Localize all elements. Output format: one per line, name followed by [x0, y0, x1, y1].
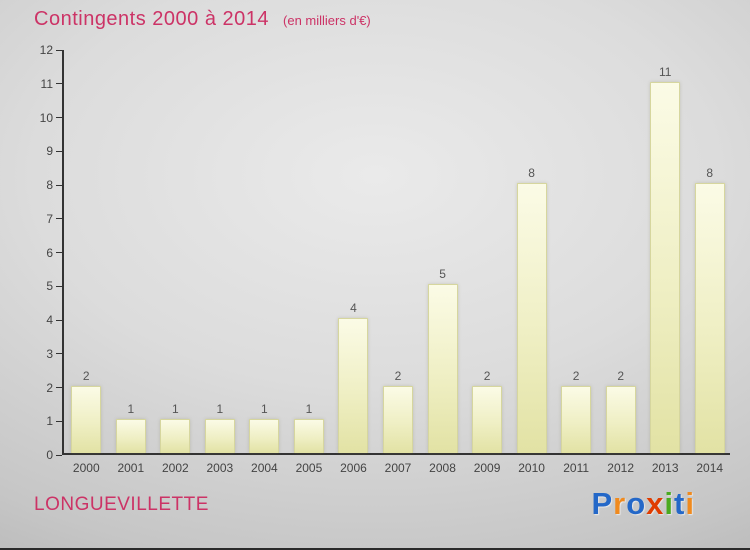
chart-title: Contingents 2000 à 2014 — [34, 8, 270, 30]
bar-value-label: 4 — [350, 301, 357, 315]
y-axis-label: 2 — [46, 380, 53, 395]
bar-2009 — [472, 385, 503, 453]
bar-2007 — [383, 385, 413, 453]
y-axis-tick — [56, 387, 62, 388]
y-axis-label: 8 — [46, 178, 53, 192]
bar-value-label: 1 — [261, 402, 268, 417]
y-axis-label: 12 — [39, 43, 53, 57]
logo-letter: t — [674, 486, 686, 521]
location-label: LONGUEVILLETTE — [34, 494, 209, 515]
x-axis-label: 2011 — [563, 461, 590, 475]
bar-2014 — [694, 183, 725, 453]
y-axis-label: 4 — [46, 313, 53, 327]
chart-subtitle: (en milliers d'€) — [283, 13, 371, 28]
x-axis-label: 2007 — [384, 461, 412, 475]
x-axis-label: 2001 — [117, 461, 145, 475]
x-axis-label: 2002 — [161, 461, 189, 475]
bar-value-label: 2 — [483, 368, 491, 383]
x-axis-label: 2012 — [607, 461, 634, 475]
y-axis-tick — [56, 285, 62, 287]
y-axis-tick — [56, 353, 62, 355]
x-axis-label: 2014 — [696, 461, 724, 475]
bar-value-label: 2 — [572, 368, 580, 383]
x-axis-label: 2004 — [251, 461, 278, 475]
bar-value-label: 1 — [127, 402, 135, 417]
logo-letter: P — [591, 486, 614, 521]
bar-value-label: 2 — [82, 368, 90, 383]
bar-2001 — [115, 419, 146, 453]
chart-header: Contingents 2000 à 2014 (en milliers d'€… — [34, 8, 371, 31]
y-axis-label: 0 — [46, 448, 53, 462]
y-axis-label: 11 — [40, 76, 53, 91]
bar-value-label: 2 — [394, 368, 402, 383]
bar-2010 — [516, 183, 547, 453]
y-axis-tick — [56, 252, 62, 253]
y-axis-label: 7 — [46, 211, 53, 226]
logo-letter: x — [646, 486, 665, 521]
bar-2012 — [605, 385, 636, 453]
x-axis-label: 2000 — [72, 461, 100, 475]
y-axis-label: 9 — [46, 144, 53, 159]
bar-value-label: 1 — [305, 402, 313, 417]
y-axis-label: 1 — [46, 414, 53, 429]
y-axis-label: 5 — [46, 279, 53, 294]
x-axis-label: 2013 — [651, 461, 679, 475]
bar-2003 — [204, 419, 235, 453]
y-axis-tick — [56, 218, 62, 220]
bar-2011 — [561, 385, 592, 453]
bar-value-label: 8 — [528, 166, 535, 180]
bar-value-label: 2 — [617, 368, 624, 383]
logo-letter: o — [626, 486, 647, 521]
bar-value-label: 1 — [216, 402, 224, 417]
y-axis-tick — [56, 184, 62, 186]
proxiti-logo[interactable]: Proxiti — [591, 486, 695, 522]
y-axis-tick — [56, 150, 62, 152]
y-axis-label: 3 — [46, 346, 53, 361]
bar-2006 — [338, 318, 369, 453]
y-axis-tick — [56, 319, 62, 321]
y-axis-tick — [56, 49, 62, 51]
bar-value-label: 1 — [171, 402, 179, 417]
y-axis-label: 10 — [39, 110, 53, 125]
logo-letter: r — [613, 486, 627, 521]
bar-2013 — [650, 81, 681, 453]
x-axis-label: 2003 — [206, 461, 234, 475]
x-axis-label: 2009 — [473, 461, 501, 475]
logo-letter: i — [664, 486, 675, 521]
x-axis-label: 2008 — [429, 461, 456, 475]
bar-value-label: 8 — [706, 166, 714, 180]
y-axis-tick — [56, 117, 62, 118]
bar-2004 — [249, 419, 280, 453]
bar-value-label: 11 — [658, 64, 672, 79]
x-axis-label: 2010 — [518, 461, 545, 475]
y-axis-tick — [56, 83, 62, 85]
y-axis-tick — [56, 420, 62, 422]
bar-value-label: 5 — [439, 267, 446, 282]
bar-2002 — [160, 419, 191, 453]
bar-2000 — [71, 385, 102, 453]
plot-area: 2 2000 1 2001 1 2002 1 2003 1 2004 1 2005 4 2006 2 2007… — [40, 43, 730, 475]
bar-2005 — [293, 419, 324, 453]
x-axis-label: 2006 — [340, 461, 367, 475]
x-axis-label: 2005 — [295, 461, 323, 475]
y-axis-tick — [56, 454, 62, 456]
logo-letter: i — [685, 486, 695, 521]
y-axis-label: 6 — [46, 245, 53, 260]
bar-2008 — [427, 284, 458, 453]
